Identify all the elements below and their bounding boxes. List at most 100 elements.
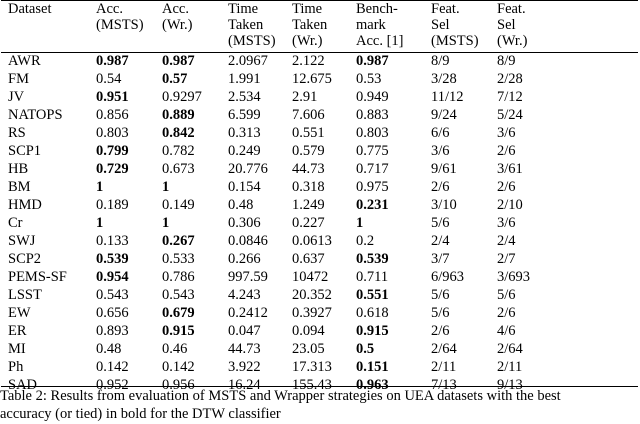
table-caption: Table 2: Results from evaluation of MSTS…	[0, 387, 640, 423]
table-row: MI 0.48 0.46 44.73 23.05 0.5 2/64 2/64	[0, 340, 640, 358]
table-cell: 0.893	[96, 323, 129, 339]
table-cell: 0.189	[96, 197, 129, 213]
table-cell: 0.266	[228, 251, 261, 267]
dataset-name: SCP1	[8, 143, 42, 159]
table-cell: 0.047	[228, 323, 261, 339]
table-cell: 0.951	[96, 89, 129, 105]
table-cell: 3/28	[431, 71, 457, 87]
table-cell: 0.231	[356, 197, 389, 213]
table-cell: 0.987	[356, 53, 389, 69]
table-cell: 0.799	[96, 143, 129, 159]
dataset-name: RS	[8, 125, 26, 141]
table-cell: 2/6	[431, 179, 450, 195]
table-cell: 3/693	[497, 269, 531, 285]
table-cell: 0.656	[96, 305, 129, 321]
table-cell: 2.534	[228, 89, 261, 105]
table-cell: 0.46	[162, 341, 188, 357]
dataset-name: AWR	[8, 53, 41, 69]
table-cell: 2/11	[431, 359, 457, 375]
table-cell: 0.956	[162, 377, 195, 393]
table-cell: 0.679	[162, 305, 195, 321]
table-row: PEMS-SF 0.954 0.786 997.59 10472 0.711 6/963 3/…	[0, 268, 640, 286]
table-row: EW 0.656 0.679 0.2412 0.3927 0.618 5/6 2/6	[0, 304, 640, 322]
table-row: ER 0.893 0.915 0.047 0.094 0.915 2/6 4/6	[0, 322, 640, 340]
column-header: Acc. (Wr.)	[162, 1, 192, 33]
table-cell: 7/13	[431, 377, 457, 393]
table-cell: 3/6	[497, 215, 516, 231]
column-header-line: Taken	[228, 17, 264, 33]
column-header-line: Feat.	[431, 1, 460, 17]
column-header: Feat. Sel (Wr.)	[497, 1, 527, 49]
table-cell: 0.57	[162, 71, 188, 87]
column-header: Time Taken (Wr.)	[292, 1, 327, 49]
column-header-line: (Wr.)	[292, 33, 323, 49]
table-cell: 0.729	[96, 161, 129, 177]
table-cell: 5/6	[431, 287, 450, 303]
table-cell: 8/9	[497, 53, 516, 69]
table-cell: 0.149	[162, 197, 195, 213]
table-cell: 155.43	[292, 377, 332, 393]
column-header: Acc. (MSTS)	[96, 1, 144, 33]
table-cell: 0.094	[292, 323, 325, 339]
table-cell: 2.0967	[228, 53, 268, 69]
table-cell: 9/61	[431, 161, 457, 177]
column-header-line: Time	[228, 1, 259, 17]
table-cell: 10472	[292, 269, 329, 285]
column-header-line: (MSTS)	[431, 33, 479, 49]
column-header-line: Acc.	[162, 1, 189, 17]
dataset-name: HB	[8, 161, 29, 177]
table-cell: 7/12	[497, 89, 523, 105]
table-cell: 0.5	[356, 341, 375, 357]
table-cell: 0.53	[356, 71, 382, 87]
table-cell: 0.856	[96, 107, 129, 123]
table-cell: 3/7	[431, 251, 450, 267]
column-header-line: Acc. [1]	[356, 33, 404, 49]
table-cell: 12.675	[292, 71, 332, 87]
column-header: Dataset	[8, 1, 51, 17]
table-cell: 2/64	[431, 341, 457, 357]
table-cell: 2.122	[292, 53, 325, 69]
table-cell: 0.711	[356, 269, 389, 285]
table-cell: 0.313	[228, 125, 261, 141]
column-header-line: Bench-	[356, 1, 398, 17]
table-cell: 0.987	[162, 53, 195, 69]
dataset-name: SAD	[8, 377, 38, 393]
table-cell: 997.59	[228, 269, 268, 285]
table-cell: 0.543	[162, 287, 195, 303]
table-cell: 4/6	[497, 323, 516, 339]
table-cell: 0.249	[228, 143, 261, 159]
table-row: SCP1 0.799 0.782 0.249 0.579 0.775 3/6 2/6	[0, 142, 640, 160]
column-header-line: Time	[292, 1, 323, 17]
table-cell: 4.243	[228, 287, 261, 303]
dataset-name: MI	[8, 341, 26, 357]
table-cell: 0.786	[162, 269, 195, 285]
table-cell: 6.599	[228, 107, 261, 123]
table-cell: 0.54	[96, 71, 122, 87]
table-cell: 0.842	[162, 125, 195, 141]
table-cell: 0.543	[96, 287, 129, 303]
table-row: RS 0.803 0.842 0.313 0.551 0.803 6/6 3/6	[0, 124, 640, 142]
dataset-name: Cr	[8, 215, 23, 231]
table-cell: 0.775	[356, 143, 389, 159]
dataset-name: HMD	[8, 197, 42, 213]
table-cell: 9/24	[431, 107, 457, 123]
column-header: Time Taken (MSTS)	[228, 1, 276, 49]
table-bottom-rule	[1, 386, 638, 387]
column-header-line: Acc.	[96, 1, 123, 17]
table-cell: 9/13	[497, 377, 523, 393]
table-cell: 2/6	[497, 305, 516, 321]
column-header-line: Dataset	[8, 1, 52, 17]
table-cell: 0.539	[96, 251, 129, 267]
table-cell: 0.963	[356, 377, 389, 393]
table-cell: 23.05	[292, 341, 325, 357]
table-cell: 8/9	[431, 53, 450, 69]
dataset-name: ER	[8, 323, 27, 339]
table-cell: 0.889	[162, 107, 195, 123]
table-cell: 0.133	[96, 233, 129, 249]
table-row: FM 0.54 0.57 1.991 12.675 0.53 3/28 2/28	[0, 70, 640, 88]
table-cell: 0.142	[96, 359, 129, 375]
table-cell: 3.922	[228, 359, 261, 375]
table-cell: 2/6	[497, 143, 516, 159]
table-cell: 20.776	[228, 161, 268, 177]
table-cell: 0.2	[356, 233, 375, 249]
